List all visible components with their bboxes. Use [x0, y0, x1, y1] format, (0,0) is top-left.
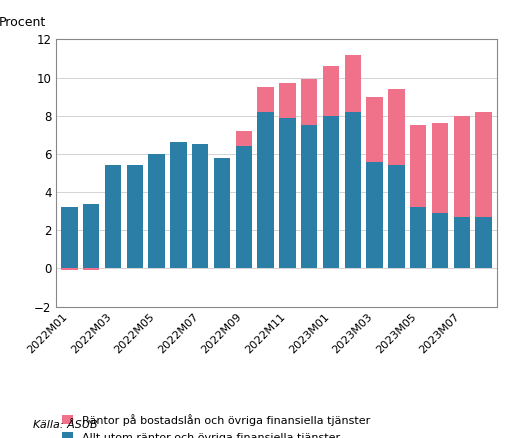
- Bar: [258, 87, 274, 112]
- Bar: [410, 207, 426, 268]
- Bar: [410, 125, 426, 207]
- Bar: [83, 268, 99, 270]
- Bar: [192, 145, 208, 268]
- Bar: [61, 268, 78, 270]
- Bar: [367, 162, 383, 268]
- Bar: [170, 142, 186, 268]
- Bar: [279, 118, 295, 268]
- Bar: [214, 158, 230, 268]
- Bar: [388, 166, 404, 268]
- Bar: [432, 124, 448, 213]
- Bar: [345, 112, 361, 268]
- Bar: [126, 166, 143, 268]
- Legend: Räntor på bostadslån och övriga finansiella tjänster, Allt utom räntor och övrig: Räntor på bostadslån och övriga finansie…: [62, 413, 370, 438]
- Bar: [475, 217, 492, 268]
- Bar: [454, 217, 470, 268]
- Bar: [323, 116, 339, 268]
- Bar: [454, 116, 470, 217]
- Bar: [323, 66, 339, 116]
- Bar: [279, 83, 295, 118]
- Bar: [475, 112, 492, 217]
- Bar: [236, 131, 252, 146]
- Bar: [61, 207, 78, 268]
- Bar: [83, 204, 99, 268]
- Bar: [367, 97, 383, 162]
- Text: Källa: ÅSUB: Källa: ÅSUB: [33, 420, 98, 431]
- Bar: [301, 125, 317, 268]
- Bar: [236, 146, 252, 268]
- Bar: [148, 154, 165, 268]
- Bar: [258, 112, 274, 268]
- Bar: [301, 80, 317, 125]
- Text: Procent: Procent: [0, 16, 46, 29]
- Bar: [105, 166, 121, 268]
- Bar: [432, 213, 448, 268]
- Bar: [345, 55, 361, 112]
- Bar: [388, 89, 404, 166]
